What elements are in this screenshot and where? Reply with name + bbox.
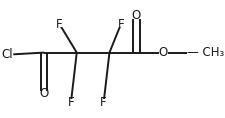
Bar — [55, 21, 63, 27]
Text: F: F — [100, 96, 106, 109]
Bar — [187, 50, 209, 55]
Bar — [38, 91, 49, 97]
Text: — CH₃: — CH₃ — [187, 46, 224, 59]
Bar — [67, 99, 74, 105]
Text: F: F — [117, 17, 124, 31]
Bar — [117, 21, 124, 27]
Bar — [99, 99, 107, 105]
Text: F: F — [56, 17, 63, 31]
Text: O: O — [131, 9, 140, 22]
Text: O: O — [158, 46, 167, 59]
Text: O: O — [39, 87, 48, 101]
Text: F: F — [67, 96, 74, 109]
Bar — [158, 50, 167, 55]
Text: Cl: Cl — [2, 48, 13, 61]
Bar — [0, 51, 13, 58]
Bar — [130, 13, 141, 19]
